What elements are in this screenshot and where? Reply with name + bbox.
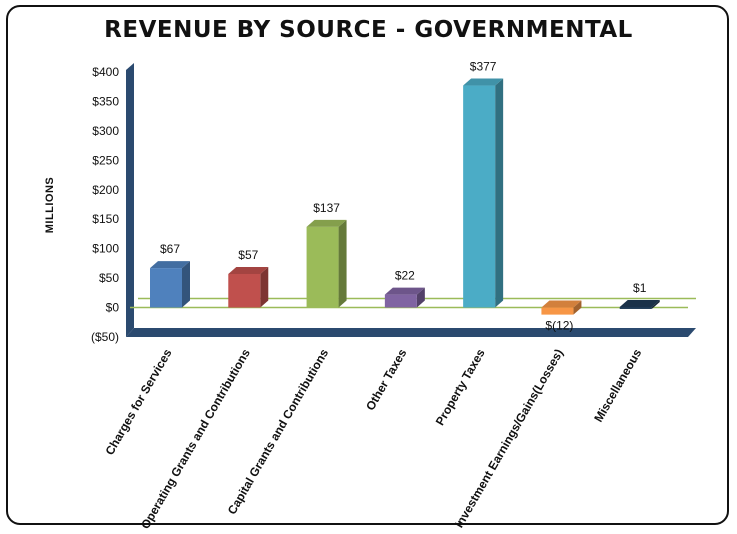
- axes: ($50) $0 $50 $100 $150 $200 $250 $300 $350 $400 MI…: [44, 63, 696, 344]
- y-axis-label: MILLIONS: [44, 177, 56, 234]
- bar-side: [338, 219, 347, 308]
- bar-front: [306, 226, 339, 308]
- bar-7: [619, 299, 660, 309]
- y-tick-label: $300: [92, 124, 119, 138]
- data-label: $1: [633, 281, 647, 295]
- data-label: $377: [470, 60, 497, 74]
- y-tick-label: $400: [92, 65, 119, 79]
- bar-top: [150, 261, 190, 269]
- category-label: Other Taxes: [363, 346, 410, 413]
- bar-4: [384, 287, 425, 308]
- bar-top: [228, 266, 269, 274]
- bar-1: [150, 261, 190, 308]
- bar-front: [384, 294, 417, 308]
- bar-side: [416, 287, 425, 308]
- bar-side: [573, 300, 582, 315]
- bar-front: [228, 273, 261, 308]
- y-axis-wall: [126, 63, 134, 337]
- data-label: $(12): [545, 319, 573, 333]
- y-tick-label: $250: [92, 153, 119, 167]
- bar-front: [619, 306, 652, 309]
- bar-3: [306, 219, 347, 308]
- category-label: Miscellaneous: [591, 346, 644, 424]
- bar-5: [463, 78, 504, 308]
- category-label: Charges for Services: [102, 346, 174, 457]
- chart-title: REVENUE BY SOURCE - GOVERNMENTAL: [104, 17, 633, 43]
- bar-front: [463, 85, 496, 308]
- y-tick-label: $100: [92, 242, 119, 256]
- data-label: $137: [313, 201, 340, 215]
- bar-side: [495, 78, 504, 308]
- bar-front: [150, 268, 182, 308]
- y-tick-label: $200: [92, 183, 119, 197]
- bar-top: [619, 299, 660, 307]
- data-label: $57: [238, 248, 258, 262]
- bar-6: [541, 300, 582, 315]
- y-tick-label: $150: [92, 212, 119, 226]
- bar-top: [306, 219, 347, 227]
- bar-side: [651, 299, 660, 309]
- y-tick-label: $0: [106, 301, 120, 315]
- category-label: Property Taxes: [433, 346, 488, 428]
- y-tick-label: $50: [99, 271, 119, 285]
- data-label: $67: [160, 242, 180, 256]
- bar-front: [541, 307, 574, 315]
- bar-top: [463, 78, 504, 86]
- bars: [150, 78, 660, 315]
- bar-side: [260, 266, 269, 308]
- y-tick-label: ($50): [91, 330, 119, 344]
- bar-side: [182, 261, 190, 308]
- bar-top: [541, 300, 582, 308]
- y-tick-label: $350: [92, 94, 119, 108]
- x-axis-floor: [126, 328, 696, 337]
- data-label: $22: [395, 269, 415, 283]
- bar-top: [384, 287, 425, 295]
- bar-2: [228, 266, 269, 308]
